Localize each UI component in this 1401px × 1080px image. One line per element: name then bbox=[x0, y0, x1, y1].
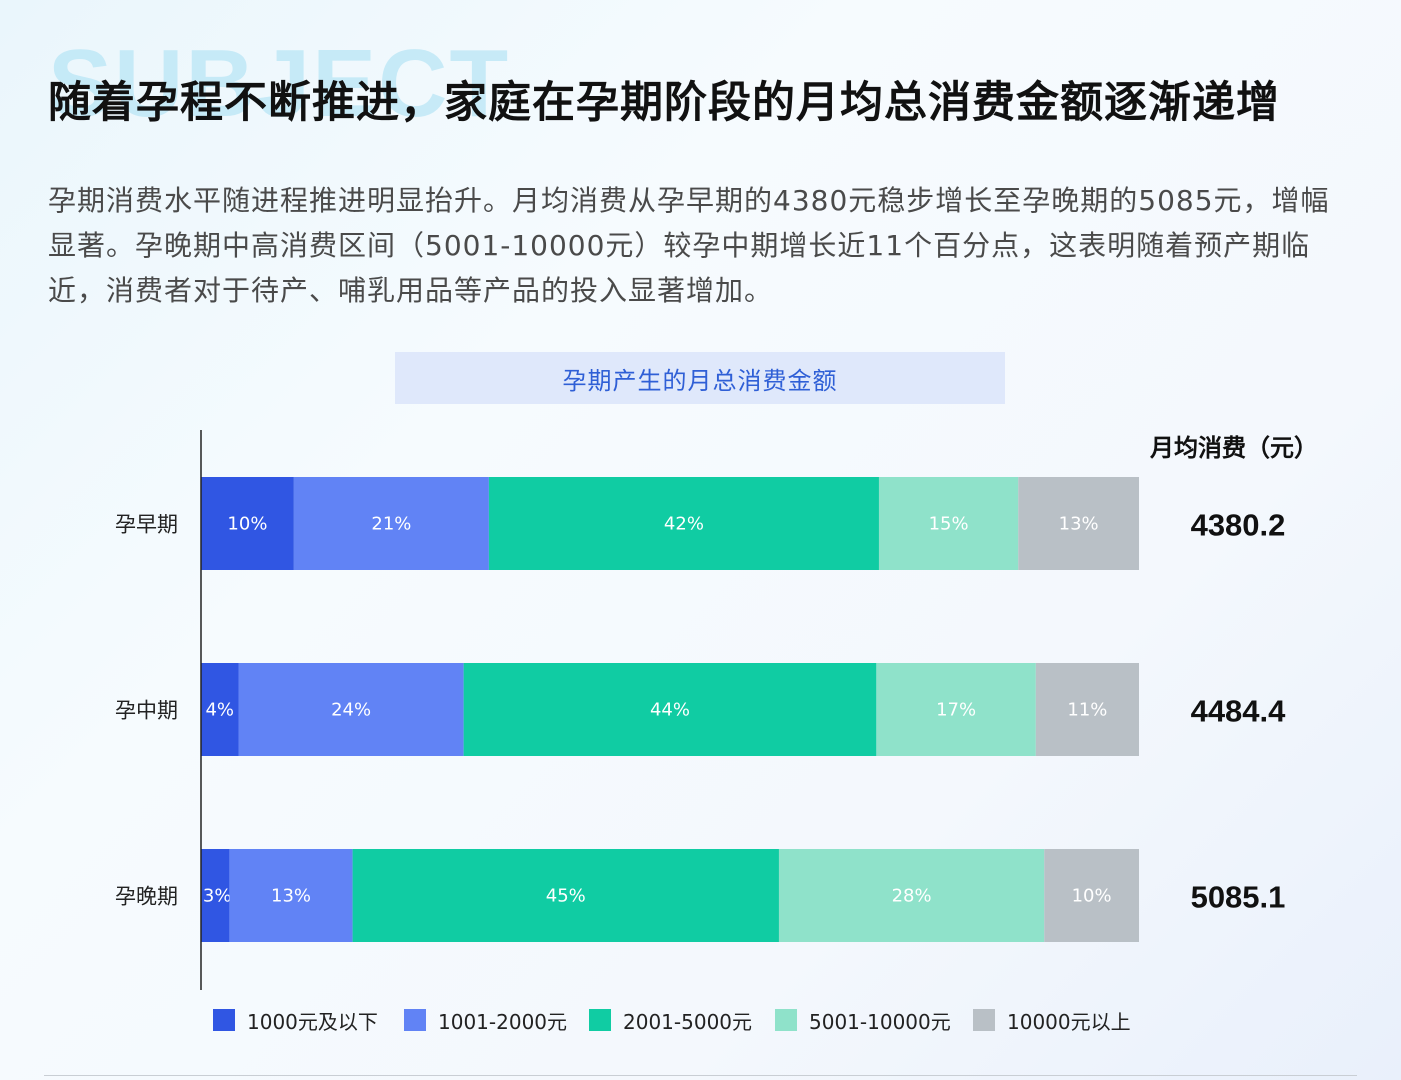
category-label: 孕早期 bbox=[115, 513, 178, 537]
bar-segment bbox=[1044, 849, 1139, 942]
legend-item: 1000元及以下 bbox=[213, 1008, 378, 1034]
bar-segment bbox=[876, 663, 1036, 756]
legend-label: 10000元以上 bbox=[1007, 1009, 1131, 1034]
description-paragraph: 孕期消费水平随进程推进明显抬升。月均消费从孕早期的4380元稳步增长至孕晚期的5… bbox=[48, 184, 1330, 307]
legend-item: 5001-10000元 bbox=[775, 1008, 951, 1034]
legend-label: 1001-2000元 bbox=[438, 1009, 568, 1034]
chart-title: 孕期产生的月总消费金额 bbox=[562, 366, 838, 395]
legend-label: 1000元及以下 bbox=[247, 1009, 378, 1034]
legend-item: 10000元以上 bbox=[973, 1008, 1131, 1034]
legend-label: 2001-5000元 bbox=[623, 1009, 753, 1034]
bar-value-label: 10% bbox=[1072, 886, 1112, 907]
bar-value-label: 10% bbox=[227, 514, 267, 535]
monthly-average-value: 4380.2 bbox=[1191, 508, 1286, 543]
bar-segment bbox=[878, 477, 1019, 570]
bar-segment bbox=[463, 663, 877, 756]
category-label: 孕晚期 bbox=[115, 885, 178, 909]
bar-segment bbox=[201, 849, 230, 942]
legend-label: 5001-10000元 bbox=[809, 1009, 951, 1034]
legend-item: 2001-5000元 bbox=[589, 1008, 753, 1034]
bar-segment bbox=[488, 477, 879, 570]
bar-value-label: 13% bbox=[1059, 514, 1099, 535]
bar-value-label: 15% bbox=[929, 514, 969, 535]
bar-value-label: 42% bbox=[664, 514, 704, 535]
bar-segment bbox=[1018, 477, 1139, 570]
bar-segment bbox=[778, 849, 1045, 942]
bar-segment bbox=[201, 477, 294, 570]
bar-segment bbox=[1035, 663, 1139, 756]
bar-value-label: 13% bbox=[271, 886, 311, 907]
bar-value-label: 45% bbox=[546, 886, 586, 907]
legend-swatch bbox=[213, 1009, 235, 1031]
page-title: 随着孕程不断推进，家庭在孕期阶段的月均总消费金额逐渐递增 bbox=[48, 78, 1280, 128]
bar-value-label: 4% bbox=[205, 700, 234, 721]
bar-segment bbox=[201, 663, 239, 756]
legend-swatch bbox=[973, 1009, 995, 1031]
bar-segment bbox=[229, 849, 353, 942]
legend-swatch bbox=[404, 1009, 426, 1031]
legend-swatch bbox=[589, 1009, 611, 1031]
chart-title-banner: 孕期产生的月总消费金额 bbox=[395, 352, 1005, 404]
monthly-average-value: 5085.1 bbox=[1191, 880, 1286, 915]
category-label: 孕中期 bbox=[115, 699, 178, 723]
legend-swatch bbox=[775, 1009, 797, 1031]
bar-value-label: 28% bbox=[892, 886, 932, 907]
monthly-average-value: 4484.4 bbox=[1191, 694, 1287, 729]
bar-value-label: 17% bbox=[936, 700, 976, 721]
bar-segment bbox=[352, 849, 779, 942]
bar-segment bbox=[293, 477, 489, 570]
bar-value-label: 44% bbox=[650, 700, 690, 721]
bar-value-label: 3% bbox=[203, 886, 232, 907]
bar-segment bbox=[238, 663, 464, 756]
bottom-divider bbox=[44, 1075, 1357, 1076]
bar-value-label: 24% bbox=[331, 700, 371, 721]
bar-value-label: 21% bbox=[371, 514, 411, 535]
background-watermark-word: SUBJECT bbox=[48, 30, 511, 137]
bar-value-label: 11% bbox=[1067, 700, 1107, 721]
monthly-average-header: 月均消费（元） bbox=[1150, 434, 1318, 462]
legend-item: 1001-2000元 bbox=[404, 1008, 568, 1034]
